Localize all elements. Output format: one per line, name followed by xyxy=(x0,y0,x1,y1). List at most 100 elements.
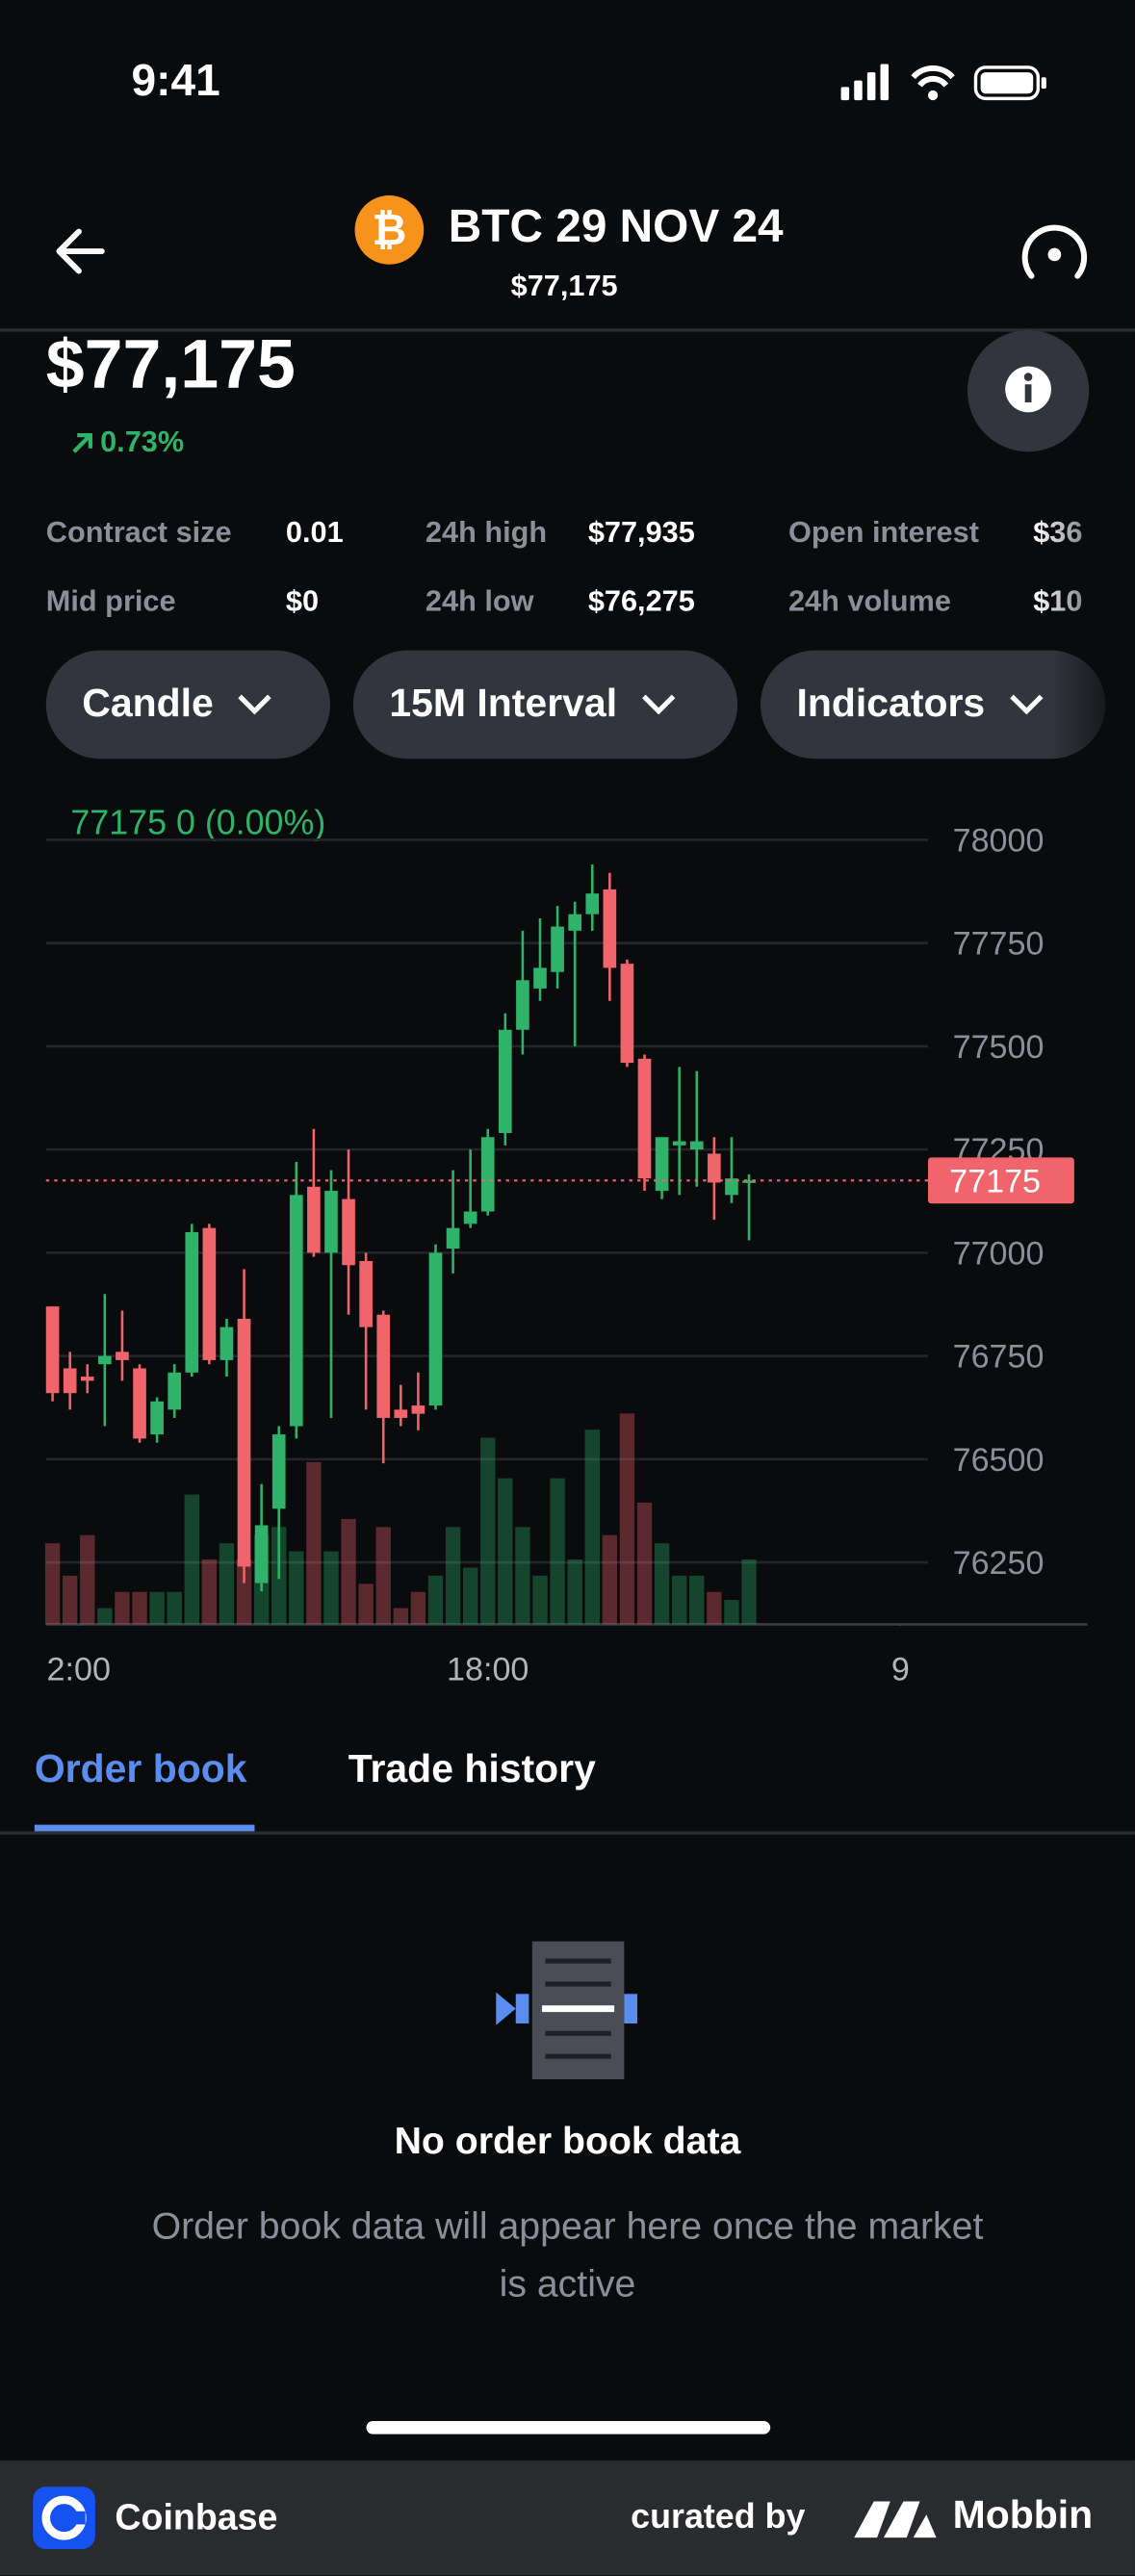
y-tick-label: 77500 xyxy=(953,1029,1045,1066)
candle-body xyxy=(219,1327,234,1360)
up-arrow xyxy=(72,433,92,453)
title: BTC 29 NOV 24 xyxy=(448,200,784,252)
x-tick-label: 9 xyxy=(891,1651,910,1687)
candle-body xyxy=(45,1306,60,1394)
volume-bar xyxy=(375,1527,391,1625)
candle-body xyxy=(80,1377,94,1381)
candle-body xyxy=(568,914,581,931)
volume-bar xyxy=(115,1591,130,1625)
chevron xyxy=(1009,694,1044,715)
indicators-button[interactable]: Indicators xyxy=(760,650,1106,760)
volume-bar xyxy=(184,1494,199,1625)
volume-bar xyxy=(602,1534,618,1625)
candle-body xyxy=(116,1352,129,1360)
stat-label: Contract size xyxy=(45,515,232,549)
last-price-label: 77175 xyxy=(949,1163,1041,1199)
volume-bar xyxy=(410,1591,426,1625)
candle-body xyxy=(289,1195,303,1427)
chevron xyxy=(641,694,675,715)
volume-bar xyxy=(80,1534,95,1625)
divider xyxy=(0,328,1135,332)
footer-brand: Coinbase xyxy=(115,2496,278,2538)
candle-body xyxy=(168,1372,182,1410)
tab[interactable]: Trade history xyxy=(348,1747,596,1792)
y-tick-label: 77000 xyxy=(953,1235,1045,1272)
volume-bar xyxy=(132,1591,147,1625)
subtitle: $77,175 xyxy=(510,269,618,302)
candle-body xyxy=(551,926,564,972)
stat-value: $76,275 xyxy=(587,584,695,618)
candle-body xyxy=(499,1029,512,1133)
candle-body xyxy=(271,1434,286,1509)
volume-bar xyxy=(44,1543,61,1625)
candle-body xyxy=(359,1260,373,1327)
chart-type-button[interactable]: Candle xyxy=(45,650,330,760)
stat-label: 24h low xyxy=(425,584,534,618)
back-button[interactable] xyxy=(53,223,112,279)
volume-bar xyxy=(741,1559,757,1625)
candle-body xyxy=(150,1401,164,1435)
candle-body xyxy=(324,1191,338,1253)
volume-bar xyxy=(219,1543,235,1625)
y-tick-label: 76500 xyxy=(953,1442,1045,1479)
volume-bar xyxy=(532,1575,548,1625)
volume-bar xyxy=(341,1518,356,1625)
stat-label: 24h volume xyxy=(787,584,951,618)
svg-text:₿: ₿ xyxy=(372,207,406,254)
fade xyxy=(1050,643,1135,766)
mobbin-logo xyxy=(854,2501,937,2538)
tab-active[interactable]: Order book xyxy=(34,1747,247,1792)
candle-body xyxy=(603,889,617,968)
interval-button[interactable]: 15M Interval xyxy=(352,650,738,760)
volume-bar xyxy=(654,1543,670,1625)
candle-body xyxy=(620,964,634,1064)
volume-bar xyxy=(707,1591,722,1625)
volume-bar xyxy=(306,1461,322,1625)
volume-bar xyxy=(724,1600,739,1625)
y-tick-label: 76750 xyxy=(953,1339,1045,1376)
volume-bar xyxy=(97,1608,113,1625)
chart: 77175 0 (0.00%) 762507650076750770007725… xyxy=(44,804,1088,1687)
volume-bar xyxy=(480,1437,496,1625)
candle-body xyxy=(516,980,529,1030)
volume-bar xyxy=(619,1413,635,1625)
coinbase-logo xyxy=(33,2486,95,2550)
volume-bar xyxy=(636,1503,653,1625)
volume-bar xyxy=(584,1430,600,1625)
volume-bar xyxy=(149,1591,165,1625)
candle-body xyxy=(133,1368,146,1439)
status-icons xyxy=(840,64,1046,101)
divider xyxy=(0,1831,1135,1835)
home-indicator xyxy=(366,2420,771,2434)
status-time: 9:41 xyxy=(131,56,220,106)
candle-body xyxy=(376,1314,391,1418)
info-button[interactable] xyxy=(966,328,1091,453)
volume-bar xyxy=(672,1575,687,1625)
change: 0.73% xyxy=(100,425,185,459)
y-tick-label: 76250 xyxy=(953,1545,1045,1582)
candle-body xyxy=(411,1405,426,1414)
volume-bar xyxy=(358,1584,374,1625)
stat-value: $0 xyxy=(285,584,320,618)
button-label: Indicators xyxy=(796,682,986,727)
button-label: 15M Interval xyxy=(389,682,618,727)
gauge-button[interactable] xyxy=(1019,220,1091,286)
candle-body xyxy=(655,1137,669,1192)
candle-body xyxy=(202,1227,217,1360)
volume-bar xyxy=(427,1575,444,1625)
candle-body xyxy=(585,893,600,914)
stat-label: 24h high xyxy=(425,515,548,549)
candle-body xyxy=(237,1319,251,1567)
volume-bar xyxy=(515,1527,530,1625)
volume-bar xyxy=(289,1551,304,1625)
candle-body xyxy=(480,1137,495,1212)
ohlc-label: 77175 0 (0.00%) xyxy=(70,804,325,842)
candle-body xyxy=(689,1141,704,1150)
btc-logo: ₿ xyxy=(354,195,425,265)
fade xyxy=(1034,492,1135,641)
candle-body xyxy=(254,1525,269,1584)
candle-body xyxy=(672,1141,686,1146)
volume-bar xyxy=(462,1567,478,1625)
